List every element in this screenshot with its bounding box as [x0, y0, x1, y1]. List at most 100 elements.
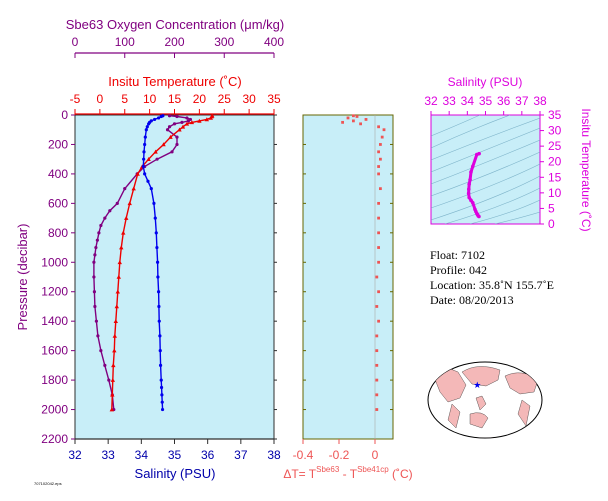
salinity-point [158, 349, 162, 353]
delta-t-point [346, 116, 350, 120]
ts-y-tick-label: 20 [548, 155, 562, 169]
oxygen-point [167, 125, 172, 129]
salinity-tick-label: 32 [68, 448, 82, 462]
salinity-point [159, 378, 163, 382]
pressure-axis-title: Pressure (decibar) [15, 224, 30, 331]
info-location: Location: 35.8˚N 155.7˚E [430, 278, 554, 293]
ts-x-tick-label: 33 [442, 94, 456, 108]
temperature-tick-label: 5 [121, 92, 128, 106]
salinity-point [143, 135, 147, 139]
oxygen-point [185, 116, 189, 120]
temperature-point [109, 407, 115, 412]
oxygen-point [172, 122, 177, 126]
ts-point [466, 191, 471, 196]
delta-t-title-sup1: Sbe63 [316, 465, 340, 474]
info-float: Float: 7102 [430, 248, 485, 263]
delta-t-point [375, 378, 379, 382]
pressure-tick-label: 200 [48, 137, 68, 151]
delta-t-point [375, 349, 379, 353]
temperature-point [112, 348, 117, 353]
delta-t-point [377, 201, 380, 205]
oxygen-point [92, 275, 96, 279]
temperature-tick-label: 10 [143, 92, 157, 106]
temperature-point [127, 201, 132, 206]
delta-t-point [377, 246, 380, 249]
temperature-point [110, 377, 116, 382]
salinity-point [152, 201, 156, 205]
delta-t-point [377, 150, 380, 154]
ts-point [466, 187, 471, 191]
salinity-point [149, 187, 153, 191]
temperature-point [197, 118, 202, 123]
oxygen-point [186, 119, 191, 123]
delta-t-point [377, 260, 380, 264]
delta-t-point [377, 216, 380, 220]
delta-t-point [355, 115, 359, 118]
ts-x-tick-label: 34 [461, 94, 475, 108]
info-date: Date: 08/20/2013 [430, 293, 514, 308]
oxygen-point [175, 135, 179, 139]
temperature-tick-label: 0 [97, 92, 104, 106]
salinity-point [153, 117, 157, 122]
salinity-tick-label: 34 [135, 448, 149, 462]
delta-t-point [341, 120, 344, 124]
salinity-point [155, 245, 159, 250]
ts-point [470, 164, 475, 169]
delta-t-point [359, 122, 362, 126]
delta-t-point [379, 143, 382, 146]
oxygen-point [97, 231, 101, 235]
temperature-point [117, 260, 122, 265]
main-plot-area [74, 114, 275, 440]
footer-filename: 707102042.eps [34, 481, 62, 486]
ts-y-tick-label: 10 [548, 186, 562, 200]
ts-y-tick-label: 0 [548, 217, 555, 231]
salinity-point [144, 128, 148, 132]
temperature-tick-label: 20 [193, 92, 207, 106]
ts-point [474, 152, 479, 157]
delta-t-point [375, 363, 379, 367]
delta-t-point [364, 118, 368, 121]
temperature-point [168, 134, 173, 139]
oxygen-point [180, 120, 184, 124]
oxygen-point [123, 187, 127, 191]
delta-t-x-tick-label: -0.2 [329, 448, 350, 462]
info-date-label: Date: [430, 293, 456, 307]
ts-salinity-axis-title: Salinity (PSU) [448, 75, 523, 89]
delta-t-point [352, 114, 355, 118]
delta-t-point [377, 125, 380, 129]
salinity-point [156, 290, 161, 294]
temperature-point [177, 127, 182, 132]
oxygen-axis-title: Sbe63 Oxygen Concentration (μm/kg) [66, 17, 285, 32]
pressure-tick-label: 2000 [41, 403, 68, 417]
pressure-tick-label: 400 [48, 167, 68, 181]
temperature-point [110, 392, 115, 397]
salinity-point [156, 116, 161, 120]
oxygen-point [108, 209, 112, 213]
ts-point [470, 201, 475, 205]
delta-t-point [377, 172, 380, 176]
pressure-tick-label: 1800 [41, 373, 68, 387]
salinity-point [146, 179, 150, 183]
oxygen-point [115, 201, 119, 205]
ts-x-tick-label: 38 [533, 94, 547, 108]
salinity-tick-label: 35 [168, 448, 182, 462]
delta-t-title-mid: - T [339, 467, 357, 481]
pressure-tick-label: 1000 [41, 255, 68, 269]
salinity-point [157, 319, 161, 323]
oxygen-point [107, 378, 111, 382]
salinity-point [143, 172, 147, 176]
ts-x-tick-label: 37 [515, 94, 529, 108]
oxygen-point [170, 150, 174, 154]
delta-t-point [377, 290, 380, 294]
info-location-label: Location: [430, 278, 476, 292]
oxygen-point [95, 238, 99, 242]
salinity-point [158, 334, 162, 338]
temperature-point [121, 230, 126, 235]
salinity-point [160, 407, 165, 412]
delta-t-x-tick-label: 0 [372, 448, 379, 462]
delta-t-point [377, 319, 380, 323]
delta-t-point [382, 128, 386, 132]
temperature-point [112, 333, 117, 338]
ts-point [468, 177, 472, 182]
